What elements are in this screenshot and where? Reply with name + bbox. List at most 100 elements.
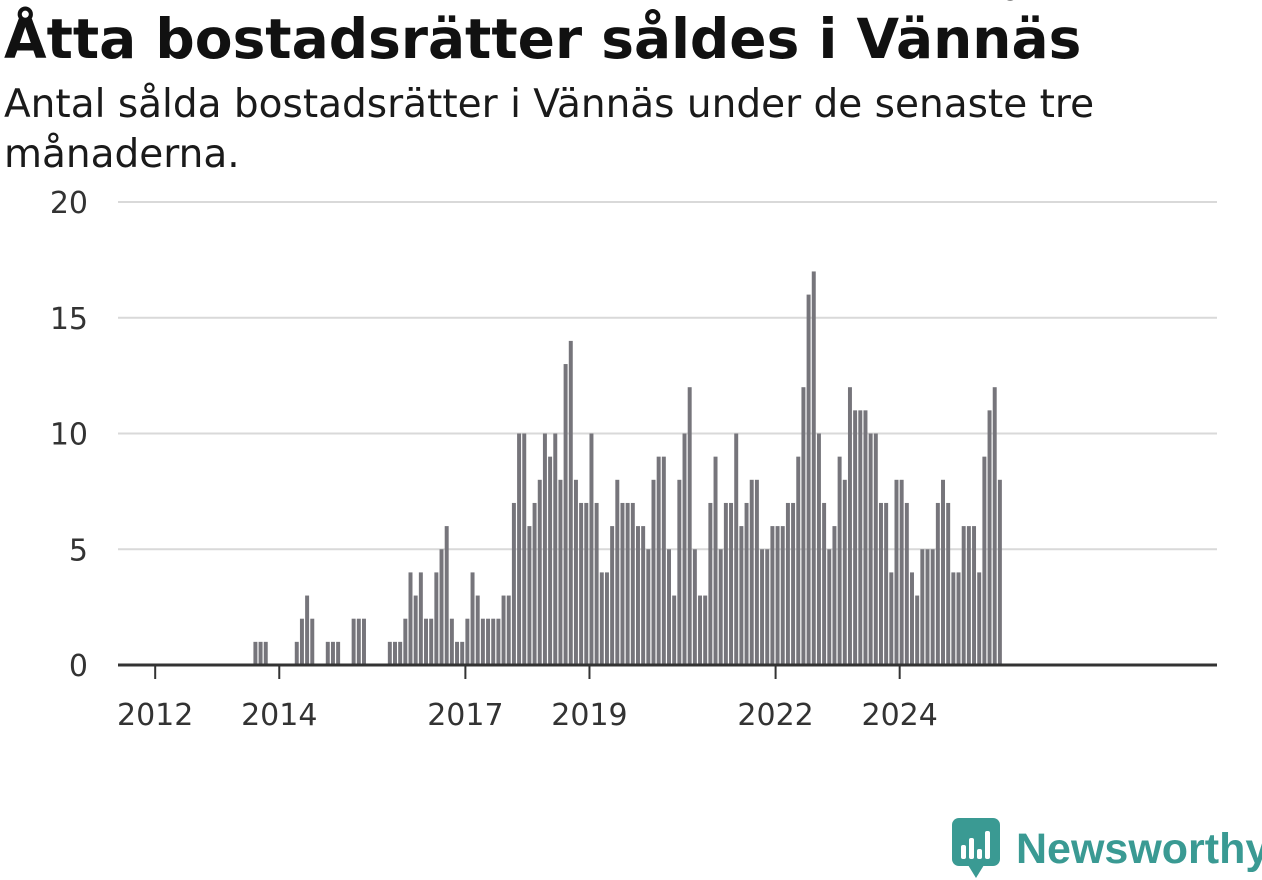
bar [754, 479, 759, 665]
bar [537, 479, 542, 665]
bar [455, 641, 460, 665]
gridlines [118, 201, 1217, 551]
bar [770, 526, 775, 665]
bar [941, 479, 945, 665]
bar [636, 526, 640, 665]
bar [496, 618, 501, 665]
bar [630, 502, 635, 665]
bar [522, 433, 527, 665]
bar [294, 641, 299, 665]
bar [868, 433, 873, 665]
logo-text: Newsworthy [1016, 825, 1262, 873]
bar [444, 526, 449, 665]
chart-title: Åtta bostadsrätter såldes i Vännäs [4, 7, 1082, 71]
chart-bubble-icon [952, 818, 1000, 878]
bar [599, 572, 604, 665]
bar [589, 433, 594, 665]
bar [687, 387, 692, 665]
bar [398, 641, 403, 665]
x-tick-label-2014: 2014 [241, 698, 317, 733]
bar [796, 456, 801, 665]
bar [910, 572, 914, 665]
bar [470, 572, 475, 665]
bar [972, 526, 977, 665]
bar [305, 595, 310, 665]
bar [858, 410, 863, 665]
bar [827, 549, 832, 665]
bar [258, 641, 263, 665]
bar [811, 271, 816, 665]
bar [610, 526, 615, 665]
bar [656, 456, 661, 665]
bar [620, 502, 625, 665]
bar [465, 618, 470, 665]
bar [641, 526, 646, 665]
bar [558, 479, 563, 665]
bar [703, 595, 708, 665]
bar [506, 595, 511, 665]
bar [563, 364, 568, 665]
bar [408, 572, 413, 665]
bar [579, 502, 584, 665]
bar [356, 618, 361, 665]
bar [517, 433, 522, 665]
bar [847, 387, 852, 665]
bar [708, 502, 713, 665]
bar [336, 641, 341, 665]
bar [568, 340, 573, 665]
bar [884, 502, 889, 665]
bar [672, 595, 677, 665]
bar [527, 526, 532, 665]
bar [573, 479, 578, 665]
bar [418, 572, 423, 665]
bar [878, 502, 883, 665]
bar [822, 502, 827, 665]
bar [925, 549, 930, 665]
bar [393, 641, 397, 665]
bar [987, 410, 992, 665]
bar [429, 618, 434, 665]
bar [480, 618, 485, 665]
x-tick-label-2024: 2024 [861, 698, 937, 733]
annotations: 8 [993, 0, 1028, 17]
bar [780, 526, 785, 665]
y-tick-label-20: 20 [50, 186, 88, 221]
value-label-background [993, 0, 1028, 17]
bar [439, 549, 444, 665]
bar [604, 572, 609, 665]
bar [646, 549, 651, 665]
bar [982, 456, 987, 665]
bar [594, 502, 599, 665]
bar [956, 572, 961, 665]
bar [361, 618, 366, 665]
bar [951, 572, 956, 665]
bar [997, 479, 1002, 665]
x-axis-ticks: 2012 2014 2017 2019 2022 2024 [117, 665, 938, 733]
bar [501, 595, 506, 665]
bar [816, 433, 821, 665]
bar [615, 479, 620, 665]
bar [553, 433, 558, 665]
bar [899, 479, 904, 665]
bar [682, 433, 687, 665]
bar [460, 641, 465, 665]
bar [723, 502, 728, 665]
x-tick-label-2012: 2012 [117, 698, 193, 733]
bar [718, 549, 723, 665]
bar [584, 502, 589, 665]
bar [253, 641, 258, 665]
bar [806, 294, 811, 665]
bar [491, 618, 496, 665]
bar [299, 618, 304, 665]
x-tick-label-2019: 2019 [551, 698, 627, 733]
bar [325, 641, 330, 665]
bar [651, 479, 656, 665]
bar [744, 502, 749, 665]
bar [760, 549, 765, 665]
bar [413, 595, 418, 665]
y-axis-labels: 0 5 10 15 20 [50, 186, 88, 684]
bar [263, 641, 268, 665]
x-tick-label-2017: 2017 [427, 698, 503, 733]
bar [961, 526, 966, 665]
bar [946, 502, 951, 665]
